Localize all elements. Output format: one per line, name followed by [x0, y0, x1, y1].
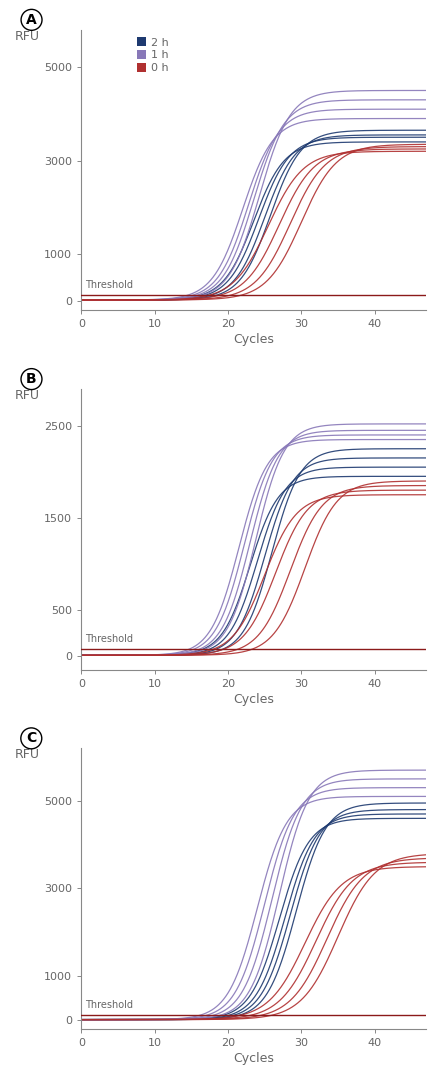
Text: Threshold: Threshold — [85, 281, 133, 291]
Text: Threshold: Threshold — [85, 1000, 133, 1010]
X-axis label: Cycles: Cycles — [233, 334, 274, 347]
X-axis label: Cycles: Cycles — [233, 692, 274, 705]
Text: C: C — [26, 731, 37, 745]
Text: Threshold: Threshold — [85, 634, 133, 644]
Text: A: A — [26, 13, 37, 27]
X-axis label: Cycles: Cycles — [233, 1052, 274, 1065]
Y-axis label: RFU: RFU — [15, 748, 40, 761]
Text: B: B — [26, 373, 37, 386]
Legend: 2 h, 1 h, 0 h: 2 h, 1 h, 0 h — [135, 36, 171, 76]
Y-axis label: RFU: RFU — [15, 389, 40, 402]
Y-axis label: RFU: RFU — [15, 29, 40, 43]
